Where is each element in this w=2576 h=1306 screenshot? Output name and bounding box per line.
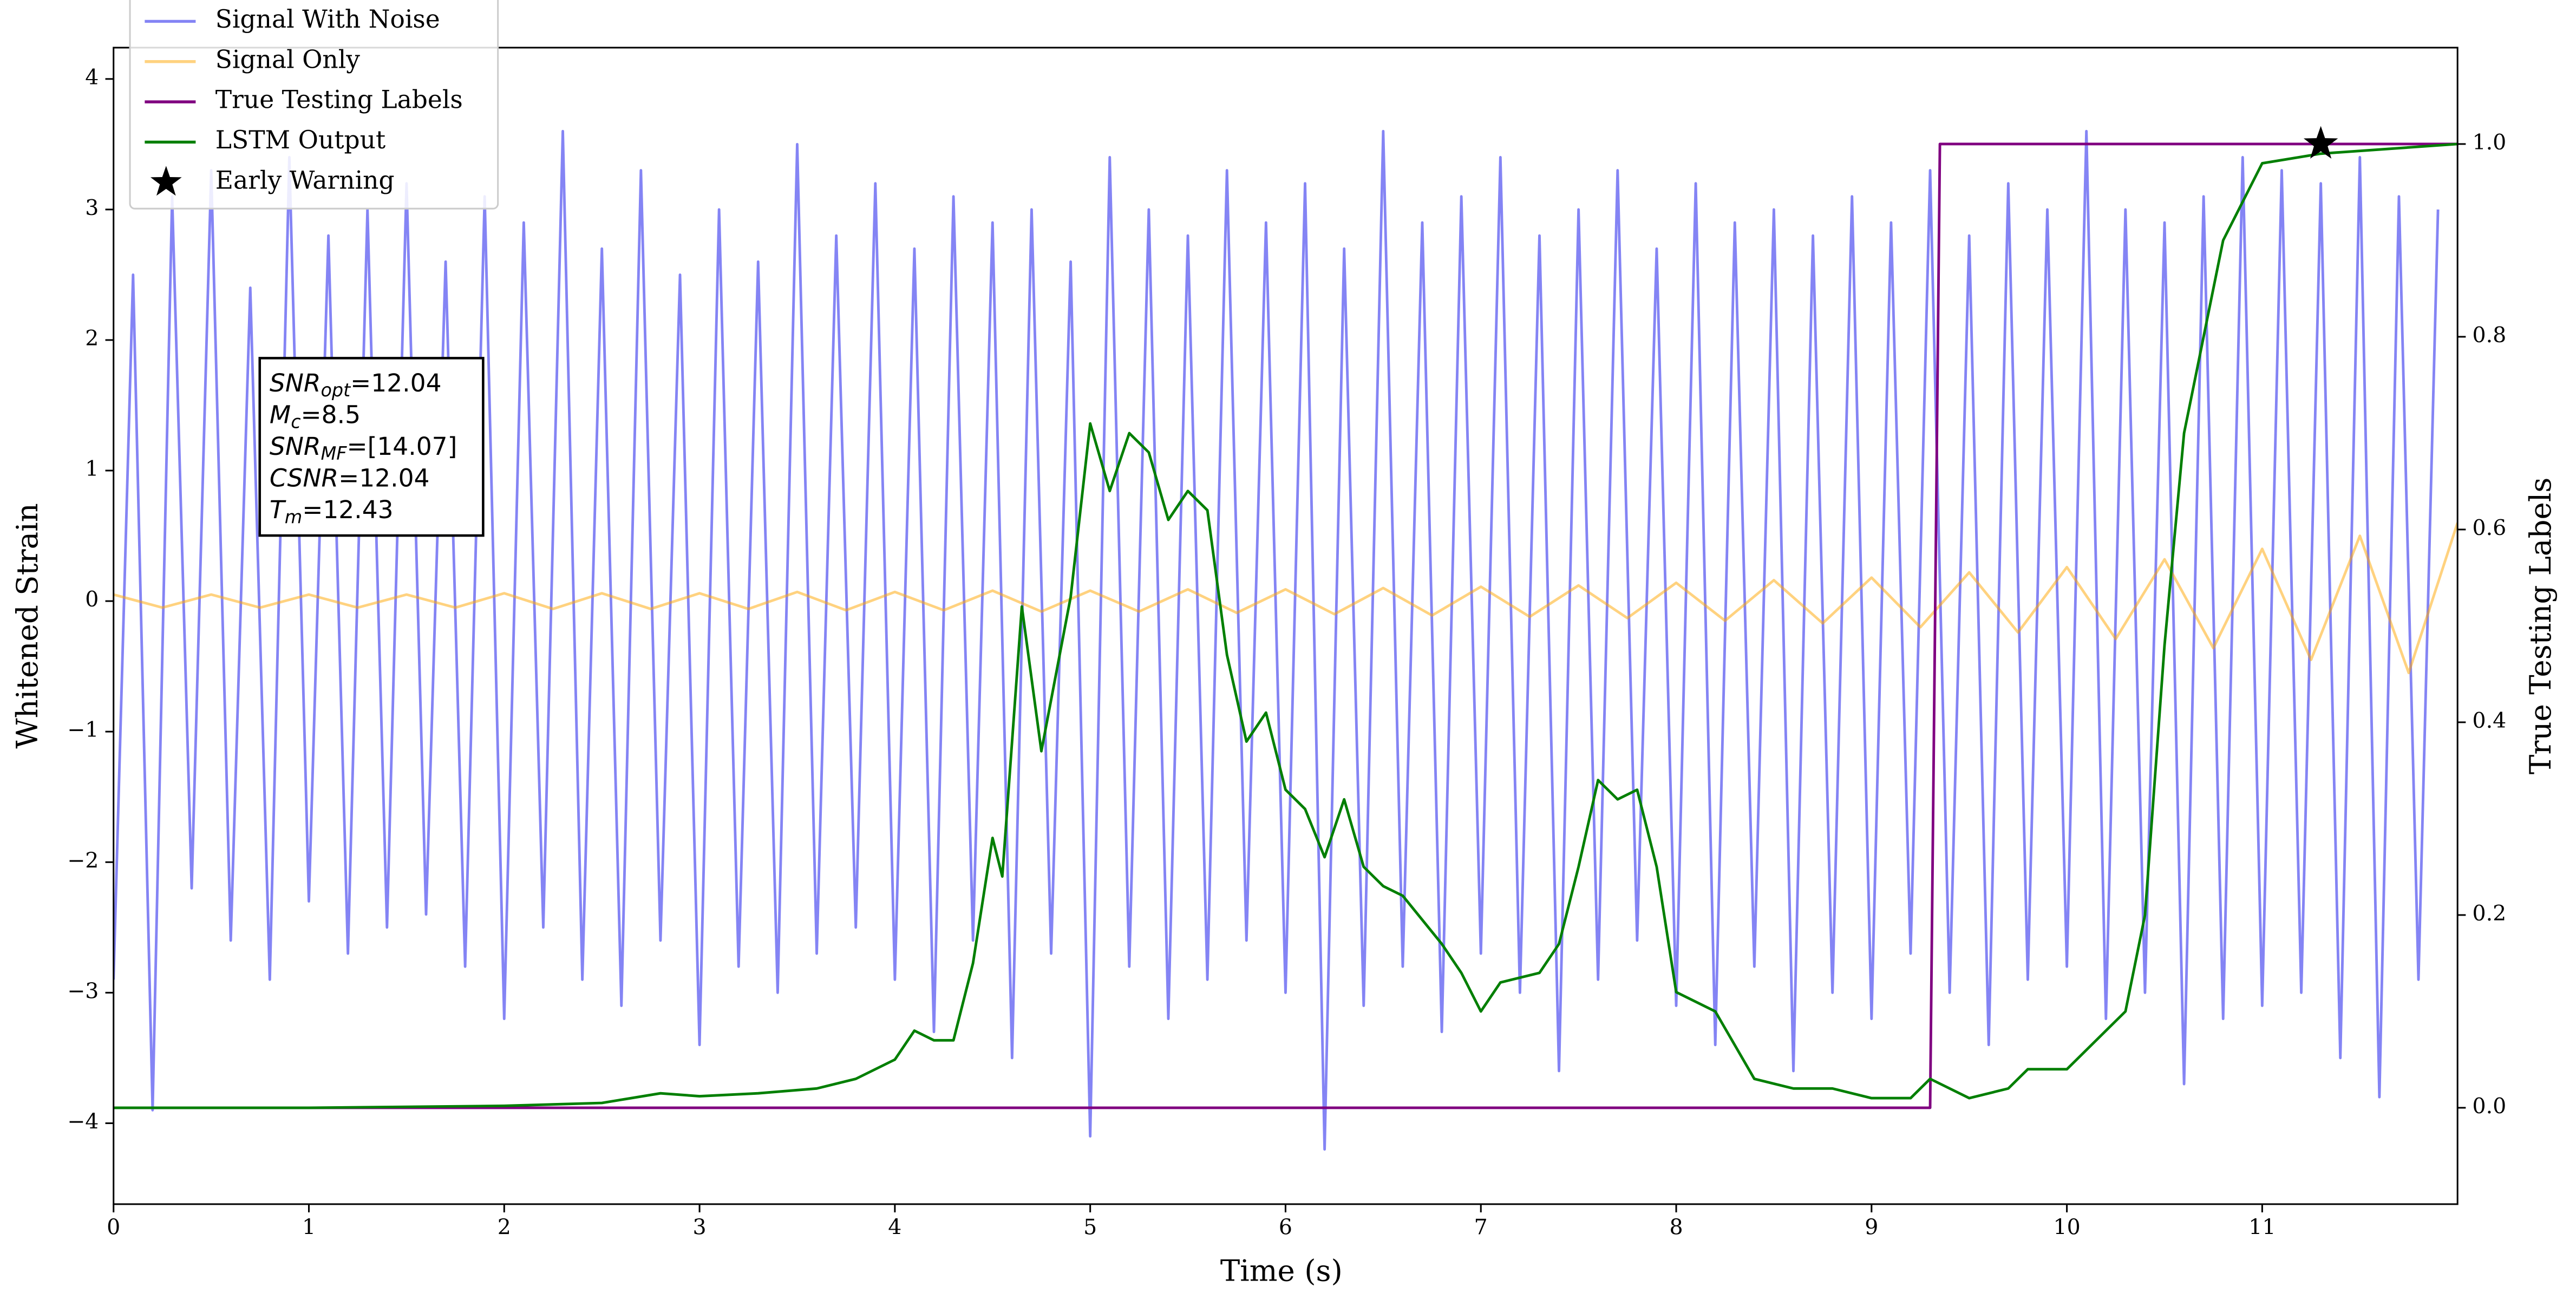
legend-label: LSTM Output bbox=[215, 126, 385, 154]
y-tick-label: −1 bbox=[67, 717, 99, 742]
y-tick-label: 0 bbox=[85, 587, 99, 612]
annotation-value: =12.04 bbox=[350, 368, 441, 397]
annotation-subscript: opt bbox=[321, 380, 351, 401]
series-line bbox=[113, 522, 2458, 675]
y2-tick-label: 0.4 bbox=[2472, 708, 2506, 733]
y-tick-label: −4 bbox=[67, 1109, 99, 1134]
x-tick-label: 9 bbox=[1865, 1214, 1878, 1239]
x-tick-label: 11 bbox=[2248, 1214, 2276, 1239]
annotation-line: SNRopt=12.04 bbox=[270, 368, 442, 400]
annotation-subscript: m bbox=[285, 506, 303, 527]
annotation-value: =12.04 bbox=[338, 463, 429, 492]
annotation-subscript: c bbox=[291, 411, 300, 432]
plot-area bbox=[113, 129, 2458, 1151]
annotation-symbol: T bbox=[270, 495, 286, 524]
legend-marker bbox=[150, 166, 182, 196]
annotation-symbol: M bbox=[270, 400, 291, 429]
x-tick-label: 1 bbox=[302, 1214, 316, 1239]
y2-axis-label: True Testing Labels bbox=[2523, 478, 2558, 774]
y-tick-label: −2 bbox=[67, 848, 99, 873]
y-tick-label: 3 bbox=[85, 195, 99, 220]
annotation-line: Mc=8.5 bbox=[270, 400, 361, 432]
x-tick-label: 5 bbox=[1083, 1214, 1097, 1239]
x-tick-label: 7 bbox=[1474, 1214, 1488, 1239]
legend-label: True Testing Labels bbox=[215, 86, 463, 114]
y-tick-label: 4 bbox=[85, 65, 99, 90]
legend-box bbox=[129, 0, 499, 210]
annotation-symbol: SNR bbox=[270, 432, 321, 461]
annotation-line: SNRMF=[14.07] bbox=[270, 432, 457, 464]
x-tick-label: 6 bbox=[1279, 1214, 1292, 1239]
x-axis-label: Time (s) bbox=[1220, 1253, 1343, 1288]
annotation-value: =8.5 bbox=[301, 400, 361, 429]
y2-tick-label: 1.0 bbox=[2472, 130, 2506, 155]
y2-tick-label: 0.8 bbox=[2472, 323, 2506, 348]
annotation-value: =12.43 bbox=[302, 495, 393, 524]
series-line bbox=[113, 129, 2440, 1151]
y2-tick-label: 0.2 bbox=[2472, 901, 2506, 926]
y-tick-label: 2 bbox=[85, 326, 99, 351]
legend-label: Early Warning bbox=[215, 166, 395, 194]
annotation-line: Tm=12.43 bbox=[270, 495, 394, 527]
y-tick-label: 1 bbox=[85, 456, 99, 481]
y2-tick-label: 0.0 bbox=[2472, 1094, 2506, 1119]
annotation-value: =[14.07] bbox=[346, 432, 457, 461]
early-warning-marker bbox=[2303, 126, 2338, 159]
x-tick-label: 10 bbox=[2054, 1214, 2081, 1239]
x-tick-label: 3 bbox=[693, 1214, 707, 1239]
series-line bbox=[113, 142, 2458, 1109]
legend-label: Signal Only bbox=[215, 45, 360, 74]
y-axis-label: Whitened Strain bbox=[10, 503, 44, 748]
annotation-box bbox=[258, 357, 485, 537]
legend-label: Signal With Noise bbox=[215, 5, 440, 34]
x-tick-label: 4 bbox=[888, 1214, 901, 1239]
y-tick-label: −3 bbox=[67, 978, 99, 1003]
x-tick-label: 2 bbox=[498, 1214, 511, 1239]
annotation-symbol: SNR bbox=[270, 368, 321, 397]
annotation-line: CSNR=12.04 bbox=[270, 463, 430, 492]
annotation-symbol: CSNR bbox=[270, 463, 338, 492]
x-tick-label: 8 bbox=[1669, 1214, 1683, 1239]
annotation-subscript: MF bbox=[321, 443, 347, 464]
x-tick-label: 0 bbox=[107, 1214, 120, 1239]
series-line bbox=[113, 142, 2458, 1109]
y2-tick-label: 0.6 bbox=[2472, 515, 2506, 540]
